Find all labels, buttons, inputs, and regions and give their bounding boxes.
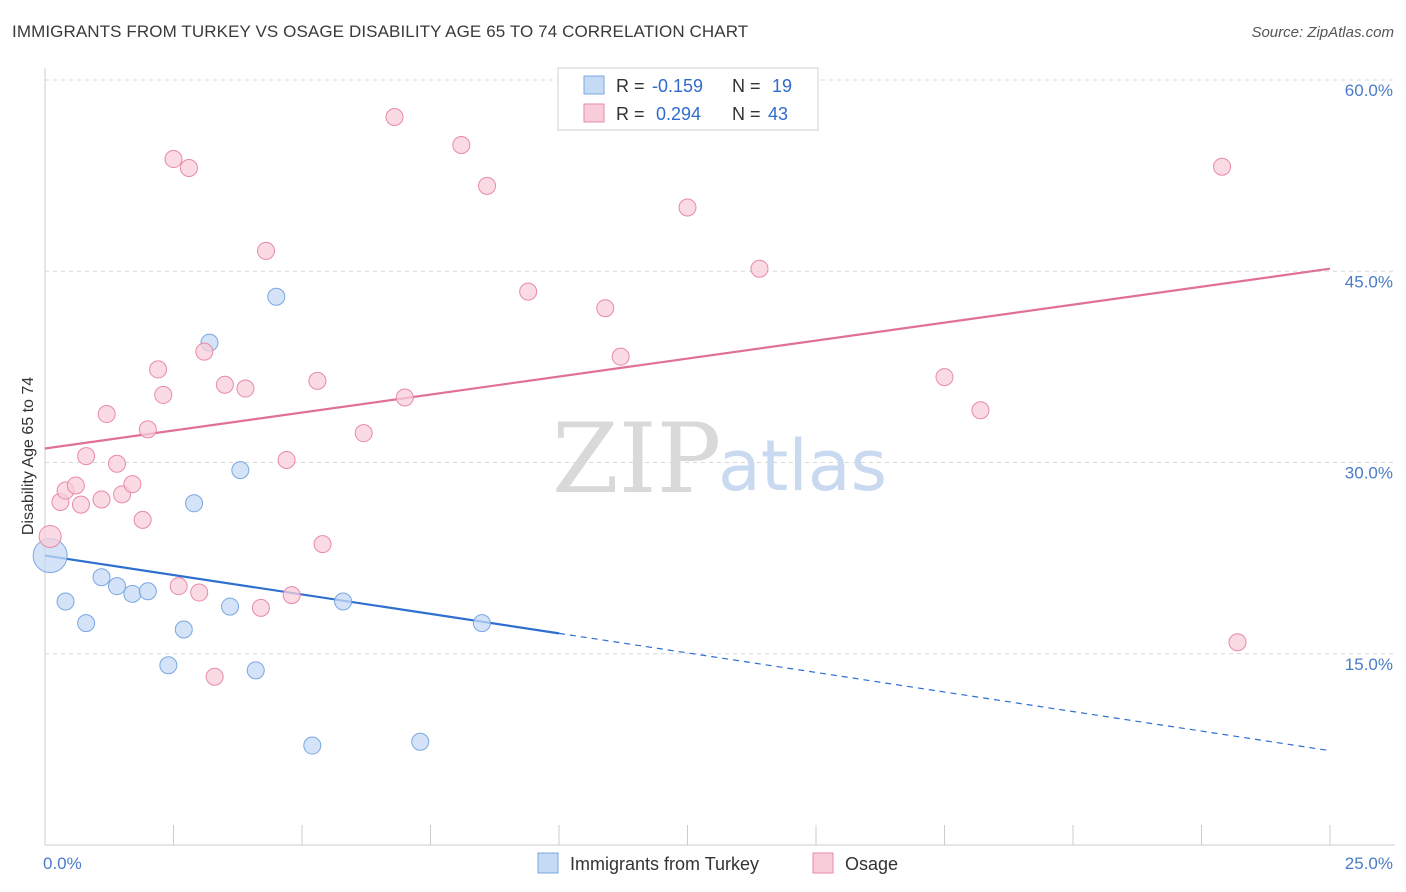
point-pink (77, 447, 96, 466)
point-pink (138, 420, 157, 439)
bottom-legend-swatch-blue (537, 852, 559, 874)
watermark-zip: ZIP (552, 403, 721, 515)
point-pink (66, 476, 85, 495)
bottom-legend-label-turkey: Immigrants from Turkey (570, 854, 759, 874)
point-blue (92, 568, 111, 587)
bottom-legend-label-osage: Osage (845, 854, 898, 874)
point-blue (174, 620, 193, 639)
x-tick-label-max: 25.0% (1345, 854, 1393, 873)
y-tick-label: 15.0% (1345, 655, 1393, 674)
legend-swatch-pink (583, 103, 605, 123)
point-pink (611, 347, 630, 366)
point-pink (190, 583, 209, 602)
point-pink (678, 198, 697, 217)
point-pink (971, 401, 990, 420)
watermark: ZIP atlas (552, 403, 887, 515)
x-tick-label-min: 0.0% (43, 854, 82, 873)
bottom-legend-swatch-pink (812, 852, 834, 874)
point-blue (185, 494, 204, 513)
point-pink (154, 385, 173, 404)
point-pink (107, 454, 126, 473)
point-pink (38, 524, 62, 548)
legend-n-label-1: N = (732, 76, 761, 96)
point-pink (169, 577, 188, 596)
point-pink (123, 475, 142, 494)
point-blue (334, 592, 353, 611)
point-pink (149, 360, 168, 379)
point-pink (97, 405, 116, 424)
point-blue (159, 656, 178, 675)
legend-n-label-2: N = (732, 104, 761, 124)
point-blue (472, 614, 491, 633)
point-blue (411, 732, 430, 751)
bottom-legend: Immigrants from Turkey Osage (537, 852, 898, 874)
legend-r-value-1: -0.159 (652, 76, 703, 96)
point-blue (56, 592, 75, 611)
point-pink (935, 368, 954, 387)
grid-lines (45, 79, 1395, 655)
point-pink (385, 107, 404, 126)
chart-title: IMMIGRANTS FROM TURKEY VS OSAGE DISABILI… (12, 22, 749, 41)
trend-line-pink (44, 267, 1331, 450)
y-tick-label: 30.0% (1345, 464, 1393, 483)
point-blue (303, 736, 322, 755)
point-blue (267, 287, 286, 306)
point-pink (92, 490, 111, 509)
point-pink (452, 136, 471, 155)
y-axis-label: Disability Age 65 to 74 (20, 377, 37, 535)
legend-n-value-1: 19 (772, 76, 792, 96)
point-pink (71, 495, 90, 514)
point-pink (308, 371, 327, 390)
trend-line-blue (44, 554, 560, 635)
legend-n-value-2: 43 (768, 104, 788, 124)
legend-swatch-blue (583, 75, 605, 95)
point-pink (1228, 633, 1247, 652)
legend-r-label-2: R = (616, 104, 645, 124)
point-pink (257, 241, 276, 260)
point-blue (107, 577, 126, 596)
point-blue (221, 597, 240, 616)
point-pink (750, 259, 769, 278)
point-pink (179, 158, 198, 177)
point-pink (282, 586, 301, 605)
point-pink (519, 282, 538, 301)
chart-source: Source: ZipAtlas.com (1251, 24, 1394, 41)
point-blue (138, 582, 157, 601)
trend-line-extension-blue (558, 632, 1331, 752)
point-blue (231, 461, 250, 480)
point-blue (77, 614, 96, 633)
point-pink (251, 598, 270, 617)
point-pink (215, 375, 234, 394)
point-pink (277, 450, 296, 469)
legend-r-value-2: 0.294 (656, 104, 701, 124)
point-pink (164, 150, 183, 169)
point-pink (205, 667, 224, 686)
trend-lines (44, 267, 1331, 752)
point-pink (478, 176, 497, 195)
point-pink (596, 299, 615, 318)
y-tick-label: 60.0% (1345, 81, 1393, 100)
legend-r-label-1: R = (616, 76, 645, 96)
point-pink (313, 535, 332, 554)
axes (44, 68, 1395, 846)
point-pink (354, 424, 373, 443)
point-pink (395, 388, 414, 407)
watermark-atlas: atlas (718, 425, 887, 507)
point-blue (246, 661, 265, 680)
y-tick-label: 45.0% (1345, 272, 1393, 291)
point-pink (133, 510, 152, 529)
tick-labels: 15.0% 30.0% 45.0% 60.0% 0.0% 25.0% (43, 81, 1393, 873)
point-blue (123, 584, 142, 603)
top-legend: R = -0.159 N = 19 R = 0.294 N = 43 (557, 67, 819, 131)
point-pink (195, 342, 214, 361)
point-pink (1213, 157, 1232, 176)
point-pink (236, 379, 255, 398)
data-points (32, 107, 1247, 755)
